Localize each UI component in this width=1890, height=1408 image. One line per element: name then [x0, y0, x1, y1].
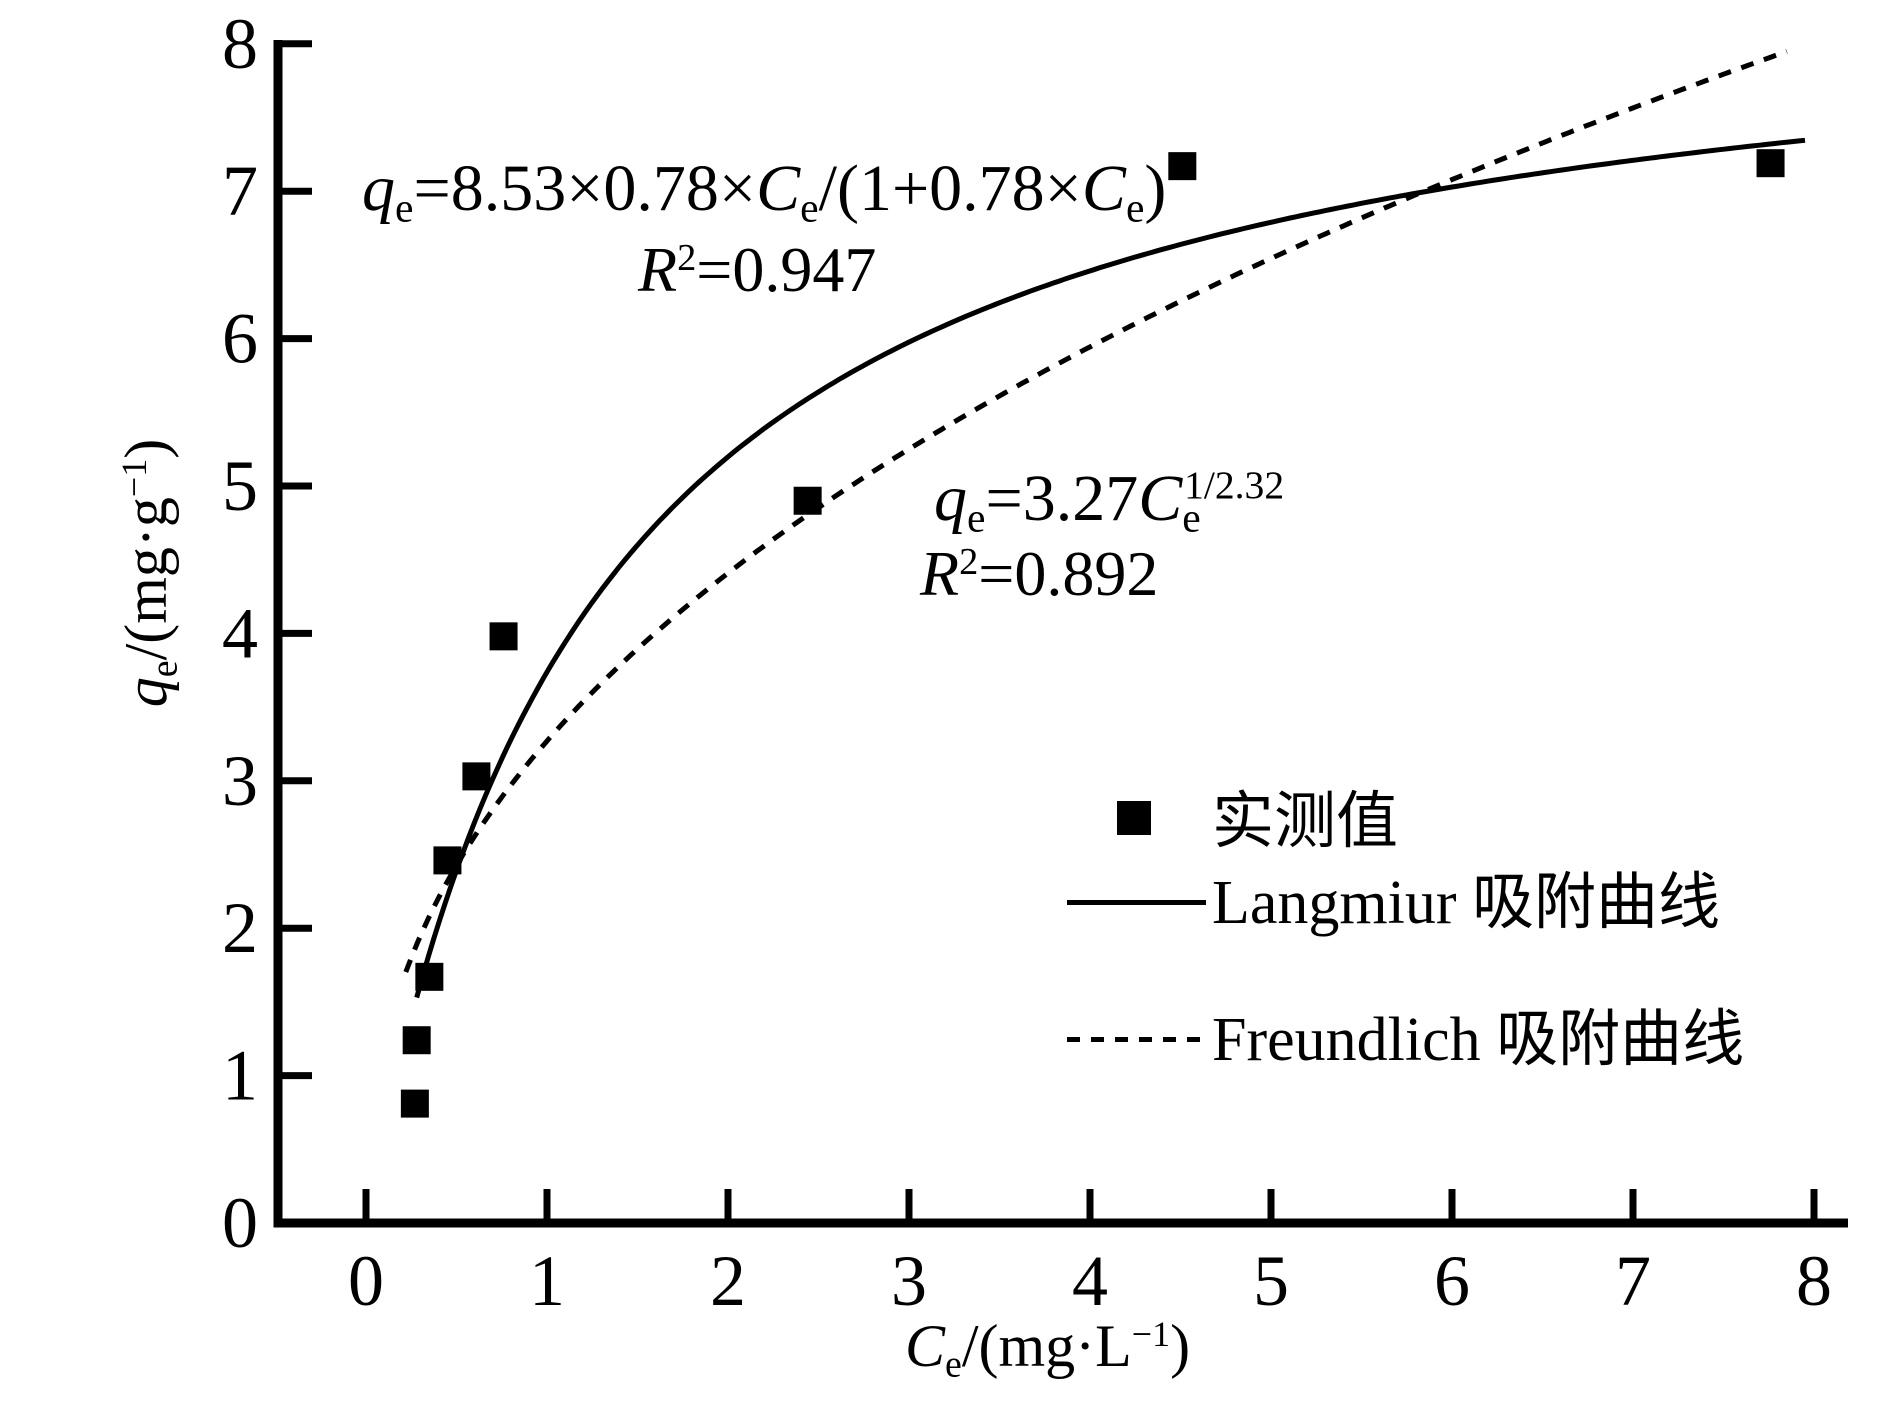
y-tick-label-4: 4	[222, 593, 258, 673]
legend-label-measured: 实测值	[1212, 788, 1399, 856]
langmuir-equation: qe=8.53×0.78×Ce/(1+0.78×Ce)	[362, 152, 1167, 231]
freundlich-equation: qe=3.27Ce1/2.32	[934, 462, 1285, 541]
y-tick-label-1: 1	[222, 1036, 258, 1116]
langmuir-r-squared: R2=0.947	[638, 234, 877, 305]
x-tick-label-0: 0	[348, 1241, 384, 1321]
legend-label-freundlich: Freundlich 吸附曲线	[1212, 1006, 1745, 1074]
y-tick-label-3: 3	[222, 741, 258, 821]
data-point-7	[1168, 152, 1197, 181]
y-tick-label-6: 6	[222, 299, 258, 379]
x-tick-label-1: 1	[529, 1241, 565, 1321]
x-tick-label-2: 2	[710, 1241, 746, 1321]
x-tick-label-6: 6	[1434, 1241, 1470, 1321]
data-point-3	[433, 846, 462, 875]
data-point-4	[462, 762, 491, 791]
x-tick-label-3: 3	[891, 1241, 927, 1321]
legend-solid-line-icon	[1067, 900, 1206, 905]
y-tick-label-8: 8	[222, 4, 258, 84]
y-tick-label-2: 2	[222, 888, 258, 968]
x-tick-label-7: 7	[1615, 1241, 1651, 1321]
x-tick-label-4: 4	[1072, 1241, 1108, 1321]
y-tick-label-7: 7	[222, 151, 258, 231]
data-point-0	[400, 1089, 429, 1118]
legend-label-langmuir: Langmiur 吸附曲线	[1212, 869, 1720, 937]
data-point-6	[793, 486, 822, 515]
y-tick-label-5: 5	[222, 446, 258, 526]
freundlich-r-squared: R2=0.892	[920, 538, 1159, 609]
data-point-1	[402, 1026, 431, 1055]
legend-dashed-line-icon	[1067, 1037, 1206, 1042]
langmuir-curve	[414, 137, 1806, 999]
y-axis-title: qe/(mg·g−1)	[113, 438, 186, 708]
x-tick-label-8: 8	[1796, 1241, 1832, 1321]
x-tick-label-5: 5	[1253, 1241, 1289, 1321]
data-point-5	[489, 622, 518, 651]
data-point-8	[1756, 149, 1785, 178]
x-axis-title: Ce/(mg·L−1)	[905, 1313, 1191, 1386]
legend-square-marker-icon	[1117, 801, 1151, 835]
y-tick-label-0: 0	[222, 1183, 258, 1263]
data-point-2	[415, 962, 444, 991]
